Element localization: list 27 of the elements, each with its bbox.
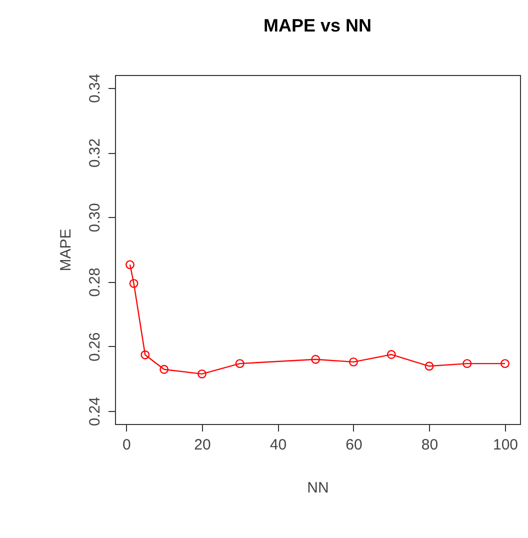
y-tick-label: 0.34 [86,74,104,104]
point [235,359,244,368]
y-tick-label: 0.26 [86,332,104,362]
x-tick-label: 40 [270,436,287,454]
point [197,369,206,378]
y-tick-label: 0.30 [86,203,104,232]
y-tick-label: 0.24 [86,396,104,426]
point [349,357,358,366]
x-tick-label: 0 [122,436,131,454]
y-tick-label: 0.28 [86,268,104,297]
point [424,362,434,371]
x-tick-label: 100 [492,436,518,454]
chart-title: MAPE vs NN [263,15,372,36]
point [462,359,472,368]
y-tick-label: 0.32 [86,138,104,168]
x-axis-title: NN [307,480,329,496]
point [140,350,150,360]
y-axis-title: MAPE [58,228,74,272]
x-tick-label: 20 [194,436,211,454]
x-tick-label: 60 [346,436,362,454]
point [311,354,320,364]
point [386,350,396,359]
point [129,278,138,288]
point [126,260,134,270]
point [500,359,510,368]
point [160,364,169,374]
x-tick-label: 80 [421,436,438,454]
